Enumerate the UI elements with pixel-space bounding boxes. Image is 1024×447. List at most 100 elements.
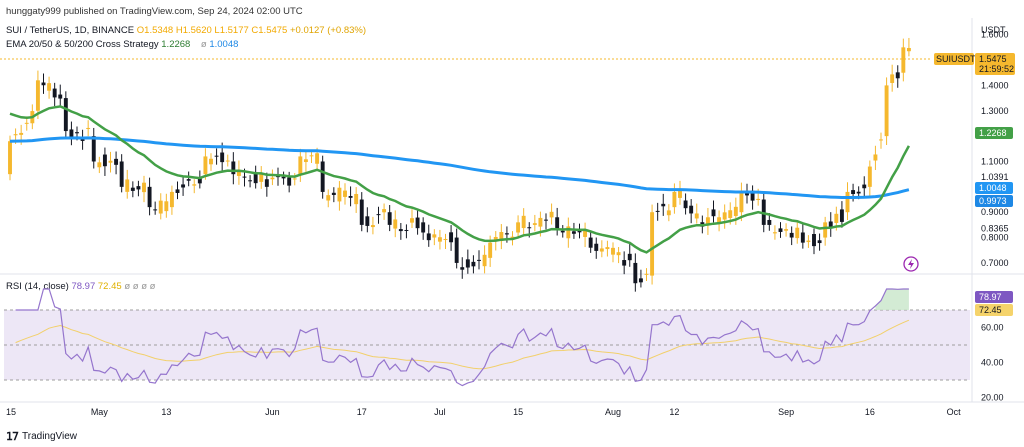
candle-body: [845, 191, 850, 213]
candle-body: [527, 227, 532, 229]
candle-body: [119, 161, 124, 187]
candle-body: [80, 139, 85, 141]
candle-body: [63, 98, 68, 132]
candle-body: [504, 233, 509, 235]
candle-body: [694, 213, 699, 219]
candle-body: [544, 219, 548, 221]
publish-header: hunggaty999 published on TradingView.com…: [6, 6, 303, 17]
price-tick: 1.0391: [981, 172, 1009, 182]
candle-body: [248, 180, 253, 182]
time-tick: 16: [865, 407, 875, 417]
rsi-indicator-name[interactable]: RSI (14, close): [6, 281, 69, 292]
candle-body: [756, 198, 761, 200]
candle-body: [795, 227, 800, 239]
candle-body: [661, 203, 666, 207]
symbol-tag-label: SUIUSDT: [936, 54, 976, 64]
candle-body: [376, 214, 381, 216]
candle-body: [203, 156, 208, 175]
candle-body: [253, 173, 258, 184]
candle-body: [35, 80, 40, 111]
candle-body: [142, 182, 146, 193]
candle-body: [415, 217, 420, 229]
candle-body: [41, 82, 46, 86]
candle-body: [884, 85, 889, 137]
candle-body: [862, 184, 867, 189]
candle-body: [890, 74, 895, 83]
rsi-tick: 40.00: [981, 358, 1004, 368]
candle-body: [521, 215, 526, 229]
candle-body: [638, 278, 643, 283]
candle-body: [493, 236, 498, 242]
candle-body: [326, 195, 331, 201]
price-tick: 0.8365: [981, 223, 1009, 233]
candle-body: [69, 129, 74, 138]
candle-body: [231, 161, 236, 175]
candle-body: [510, 236, 515, 239]
candle-body: [733, 206, 738, 217]
currency-label: USDT: [981, 25, 1006, 35]
candle-body: [281, 176, 286, 179]
candle-body: [454, 237, 459, 263]
candle-body: [828, 221, 833, 227]
candle-body: [851, 190, 856, 195]
candle-body: [806, 240, 811, 243]
candle-body: [800, 232, 805, 243]
flash-icon[interactable]: [903, 256, 919, 272]
candle-body: [432, 234, 437, 238]
candle-body: [393, 219, 398, 229]
candle-body: [594, 243, 599, 251]
candle-body: [404, 229, 409, 231]
candle-body: [449, 232, 454, 243]
candle-body: [181, 184, 186, 188]
ema-slow-tag-value: 1.0048: [979, 183, 1007, 193]
rsi-ma-value: 72.45: [97, 281, 122, 292]
candle-body: [398, 229, 403, 232]
candle-body: [343, 190, 347, 197]
ema-slow-line: [9, 136, 910, 199]
candle-body: [817, 240, 822, 244]
candle-body: [337, 187, 342, 202]
candle-body: [86, 127, 91, 129]
candle-body: [566, 226, 571, 239]
candle-body: [839, 209, 844, 222]
flash-bolt-icon: [908, 259, 914, 269]
time-tick: 12: [669, 407, 679, 417]
candle-body: [834, 213, 839, 223]
candle-body: [58, 94, 63, 99]
candle-body: [599, 248, 604, 252]
price-tag: [975, 53, 1015, 75]
candle-body: [354, 193, 359, 205]
candle-body: [683, 200, 688, 209]
open-value: O1.5348: [136, 25, 174, 36]
time-tick: Jun: [265, 407, 280, 417]
candle-body: [873, 154, 878, 161]
candle-body: [209, 158, 213, 165]
candle-body: [270, 177, 275, 180]
candle-body: [633, 262, 638, 284]
candle-body: [298, 156, 303, 175]
candle-body: [867, 166, 872, 187]
candle-body: [906, 47, 911, 52]
candle-body: [784, 229, 789, 231]
ema-separator: ø: [200, 39, 207, 50]
time-tick: May: [91, 407, 109, 417]
candle-body: [259, 174, 264, 182]
ema-indicator-name[interactable]: EMA 20/50 & 50/200 Cross Strategy: [6, 39, 159, 50]
brand-footer[interactable]: 𝟣𝟩 TradingView: [6, 430, 77, 443]
time-tick: 15: [6, 407, 16, 417]
candle-body: [303, 159, 308, 163]
price-tag-value: 1.5475: [979, 54, 1007, 64]
candle-body: [197, 177, 202, 184]
candle-body: [644, 273, 649, 275]
price-tick: 1.4000: [981, 80, 1009, 90]
symbol-label[interactable]: SUI / TetherUS, 1D, BINANCE: [6, 25, 135, 36]
candle-body: [365, 216, 370, 226]
candle-body: [477, 259, 481, 261]
candle-body: [705, 217, 710, 225]
candle-body: [276, 176, 280, 178]
candle-body: [186, 179, 191, 181]
candle-body: [901, 47, 906, 73]
candle-body: [767, 219, 772, 225]
symbol-tag: [934, 53, 974, 65]
